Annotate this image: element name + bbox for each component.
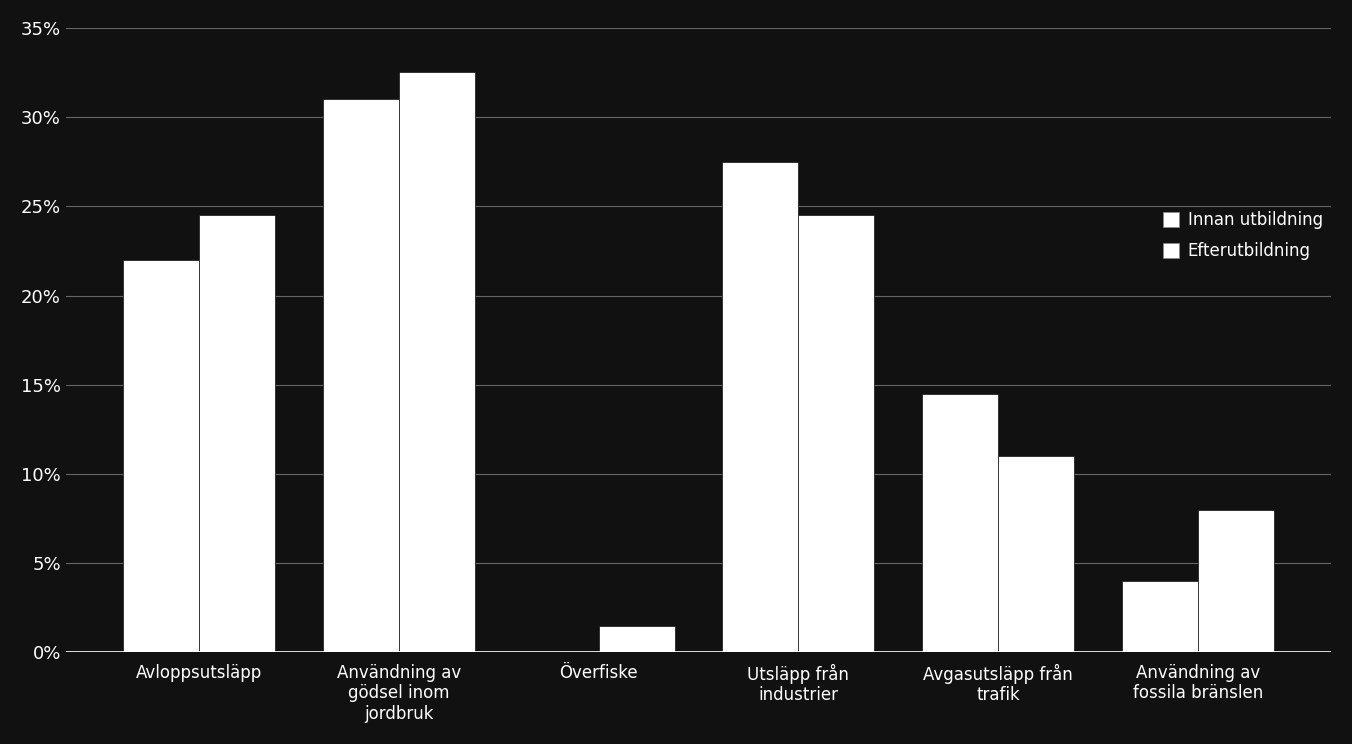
Bar — [1198, 510, 1274, 652]
Bar — [998, 456, 1073, 652]
Bar — [599, 626, 675, 652]
Bar — [123, 260, 199, 652]
Bar — [798, 215, 875, 652]
Bar — [722, 161, 798, 652]
Bar — [1122, 581, 1198, 652]
Legend: Innan utbildning, Efterutbildning: Innan utbildning, Efterutbildning — [1163, 211, 1322, 260]
Bar — [922, 394, 998, 652]
Bar — [399, 72, 475, 652]
Bar — [323, 99, 399, 652]
Bar — [199, 215, 274, 652]
